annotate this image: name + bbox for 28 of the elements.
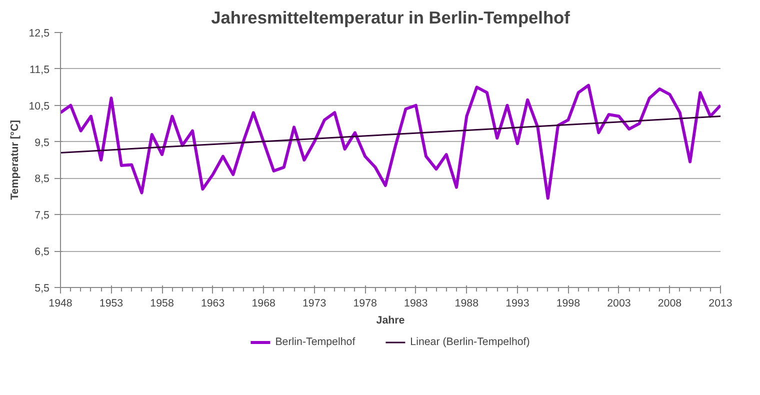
x-tick-label: 2013 — [708, 298, 732, 310]
x-tick-label: 1983 — [404, 298, 428, 310]
y-tick-label: 11,5 — [30, 64, 50, 76]
x-tick-label: 1953 — [99, 298, 124, 310]
x-tick-label: 1958 — [150, 298, 174, 310]
x-tick-label: 1963 — [200, 298, 225, 310]
x-tick-label: 2008 — [658, 298, 682, 310]
y-tick-label: 8,5 — [34, 173, 50, 186]
y-tick-label: 6,5 — [34, 246, 50, 258]
legend-label: Berlin-Tempelhof — [275, 336, 356, 348]
x-tick-label: 1993 — [506, 298, 530, 310]
x-tick-label: 1968 — [252, 298, 276, 310]
y-tick-label: 12,5 — [28, 28, 50, 40]
x-tick-label: 1973 — [302, 298, 326, 310]
y-tick-label: 5,5 — [34, 282, 50, 294]
y-axis-title: Temperatur [°C] — [8, 120, 21, 200]
x-tick-label: 2003 — [607, 298, 631, 310]
line-series — [60, 84, 720, 200]
y-tick-label: 9,5 — [34, 136, 50, 149]
x-tick-label: 1998 — [556, 298, 580, 310]
x-axis-title: Jahre — [376, 314, 405, 326]
y-tick-label: 7,5 — [34, 210, 50, 222]
chart-title: Jahresmitteltemperatur in Berlin-Tempelhof — [211, 8, 570, 28]
legend-label: Linear (Berlin-Tempelhof) — [410, 336, 530, 348]
x-tick-label: 1978 — [353, 298, 378, 310]
y-tick-label: 10,5 — [28, 100, 50, 112]
x-tick-label: 1948 — [48, 298, 72, 310]
x-tick-label: 1988 — [454, 298, 479, 310]
